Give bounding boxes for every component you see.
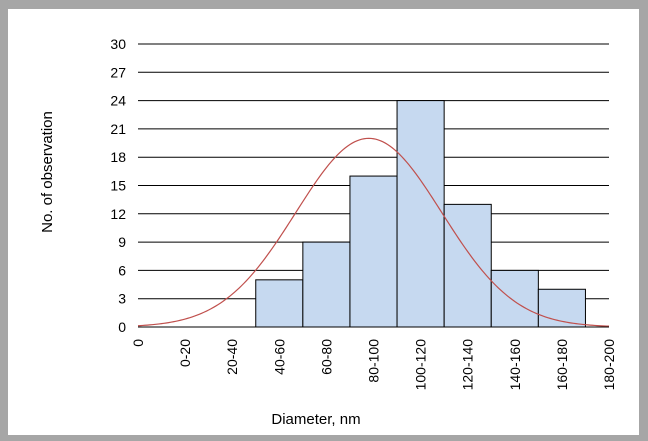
bar-20-40 [255,279,304,328]
y-tick-labels: 0 3 6 9 12 15 18 21 24 27 30 [110,36,126,335]
x-tick-label: 60-80 [318,339,334,375]
bar-80-100 [396,100,445,328]
y-tick-label: 27 [110,64,126,80]
y-tick-label: 6 [118,262,126,278]
y-tick-label: 21 [110,121,126,137]
x-tick-label: 20-40 [224,339,240,375]
x-tick-label: 0-20 [177,339,193,367]
x-tick-label: 0 [130,339,146,347]
x-tick-labels: 0 0-20 20-40 40-60 60-80 80-100 100-120 120-140… [130,339,617,391]
y-tick-label: 12 [110,206,126,222]
x-tick-label: 120-140 [460,339,476,391]
y-tick-label: 30 [110,36,126,52]
y-tick-label: 9 [118,234,126,250]
bar-40-60 [302,241,351,328]
x-axis-title: Diameter, nm [271,411,360,428]
bar-100-120 [443,203,492,328]
y-tick-label: 0 [118,319,126,335]
chart-frame [8,9,639,435]
normal-fit-curve [137,137,610,327]
x-tick-label: 40-60 [271,339,287,375]
x-tick-label: 100-120 [413,339,429,391]
bars [255,100,586,328]
x-tick-label: 160-180 [554,339,570,391]
x-tick-label: 180-200 [601,339,617,391]
y-tick-label: 18 [110,149,126,165]
y-tick-label: 24 [110,93,126,109]
x-tick-label: 140-160 [507,339,523,391]
x-tick-label: 80-100 [366,339,382,383]
y-axis-title: No. of observation [39,111,56,233]
y-tick-label: 3 [118,291,126,307]
bar-60-80 [349,175,398,328]
bar-120-140 [490,269,539,328]
y-tick-label: 15 [110,178,126,194]
